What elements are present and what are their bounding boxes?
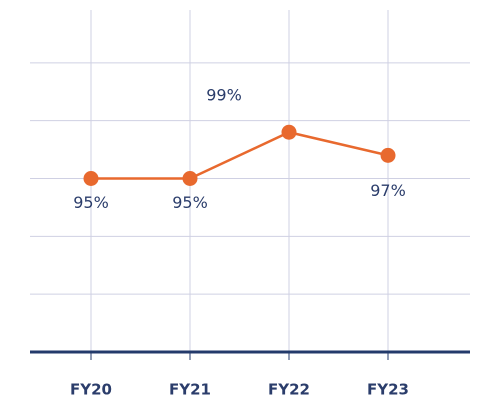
x-tick-label: FY20 xyxy=(70,381,112,399)
data-label: 99% xyxy=(206,86,242,105)
point xyxy=(281,124,297,140)
point xyxy=(83,171,99,186)
x-tick-label: FY21 xyxy=(169,381,211,399)
point xyxy=(182,171,198,186)
data-label: 95% xyxy=(172,193,208,212)
data-label: 95% xyxy=(73,193,109,212)
point xyxy=(380,147,396,163)
data-label: 97% xyxy=(370,181,406,200)
x-tick-label: FY22 xyxy=(268,381,310,399)
line xyxy=(91,130,389,180)
x-tick-label: FY23 xyxy=(367,381,409,399)
